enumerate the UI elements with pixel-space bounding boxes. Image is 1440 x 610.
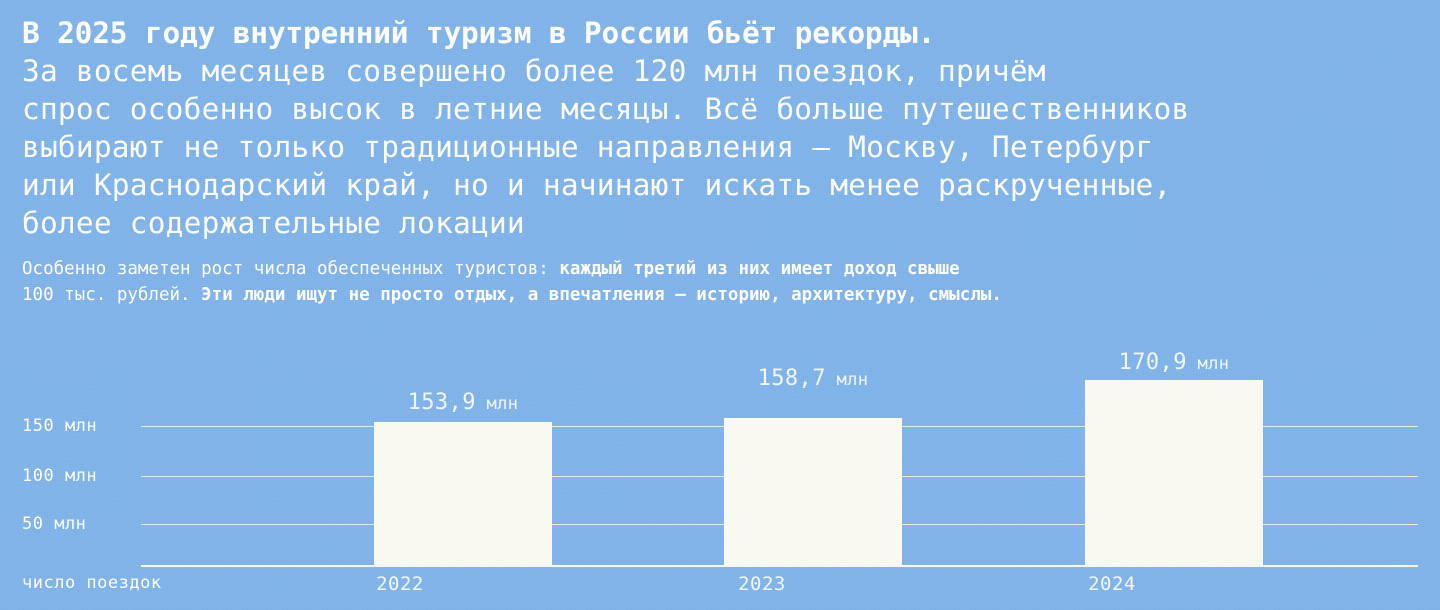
ytick-label-50: 50 млн bbox=[22, 514, 87, 534]
sublead-line-1-regular: Особенно заметен рост числа обеспеченных… bbox=[22, 259, 560, 279]
bar-value-2022-number: 153,9 bbox=[407, 390, 476, 415]
category-label-2023: 2023 bbox=[738, 573, 786, 595]
headline-line-6: более содержательные локации bbox=[22, 206, 525, 240]
bar-2023[interactable] bbox=[724, 418, 902, 565]
bar-value-2024-unit: млн bbox=[1186, 354, 1230, 374]
headline-line-1: В 2025 году внутренний туризм в России б… bbox=[22, 16, 936, 50]
bar-value-2024-number: 170,9 bbox=[1118, 350, 1187, 375]
bar-value-2023-unit: млн bbox=[825, 370, 869, 390]
headline-block: В 2025 году внутренний туризм в России б… bbox=[22, 14, 1422, 242]
bar-value-2022-unit: млн bbox=[475, 394, 519, 414]
headline-line-5: или Краснодарский край, но и начинают ис… bbox=[22, 168, 1172, 202]
bar-2022[interactable] bbox=[374, 422, 552, 565]
ytick-label-150: 150 млн bbox=[22, 416, 98, 436]
headline-line-2: За восемь месяцев совершено более 120 мл… bbox=[22, 54, 1046, 88]
ytick-label-100: 100 млн bbox=[22, 466, 98, 486]
bar-value-2024: 170,9 млн bbox=[1119, 350, 1230, 375]
sublead-block: Особенно заметен рост числа обеспеченных… bbox=[22, 256, 1422, 308]
bar-value-2023-number: 158,7 bbox=[757, 366, 826, 391]
bar-value-2023: 158,7 млн bbox=[758, 366, 869, 391]
sublead-line-2-regular: 100 тыс. рублей. bbox=[22, 285, 191, 305]
sublead-line-1-bold: каждый третий из них имеет доход свыше bbox=[559, 259, 960, 279]
sublead-line-2-bold: Эти люди ищут не просто отдых, а впечатл… bbox=[201, 285, 1002, 305]
headline-line-3: спрос особенно высок в летние месяцы. Вс… bbox=[22, 92, 1190, 126]
axis-baseline bbox=[141, 565, 1418, 567]
sublead-line-1: Особенно заметен рост числа обеспеченных… bbox=[22, 256, 1422, 282]
headline-line-4: выбирают не только традиционные направле… bbox=[22, 130, 1154, 164]
y-axis-caption: число поездок bbox=[22, 573, 162, 593]
bar-2024[interactable] bbox=[1085, 380, 1263, 565]
category-label-2022: 2022 bbox=[376, 573, 424, 595]
bar-value-2022: 153,9 млн bbox=[408, 390, 519, 415]
category-label-2024: 2024 bbox=[1088, 573, 1136, 595]
sublead-line-2: 100 тыс. рублей. Эти люди ищут не просто… bbox=[22, 282, 1422, 308]
